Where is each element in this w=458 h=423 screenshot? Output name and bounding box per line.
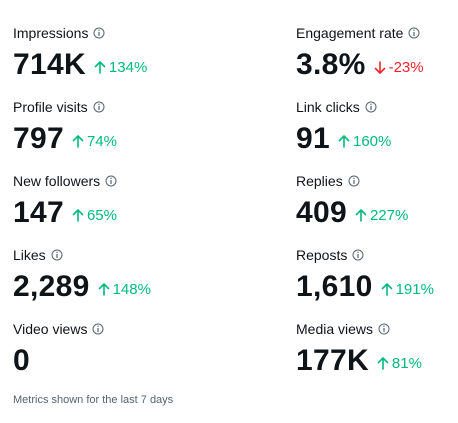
- info-icon[interactable]: [51, 249, 63, 261]
- info-icon[interactable]: [92, 323, 104, 335]
- label-text: Media views: [296, 321, 374, 337]
- change-text: 148%: [112, 281, 151, 298]
- arrow-up: [381, 283, 392, 296]
- label-text: Reposts: [296, 247, 348, 263]
- metric-label: Impressions: [13, 24, 273, 42]
- arrow-down: [374, 61, 385, 74]
- metric-value: 714K: [13, 48, 86, 81]
- metric-row: 177K 81%: [296, 344, 458, 378]
- change-text: 74%: [86, 133, 117, 150]
- change-text: -23%: [388, 59, 424, 76]
- info-icon[interactable]: [105, 175, 117, 187]
- metric-change: 134%: [94, 59, 147, 76]
- arrow-up: [377, 357, 389, 370]
- metric-change: 227%: [355, 207, 408, 224]
- metric-row: 409 227%: [296, 196, 458, 230]
- metric-change: 65%: [72, 207, 117, 224]
- info-icon[interactable]: [365, 101, 377, 113]
- metric-label: Reposts: [296, 246, 458, 264]
- metric-change: 81%: [377, 355, 422, 372]
- change-text: 191%: [395, 281, 434, 298]
- label-text: Video views: [13, 321, 88, 337]
- metric-value: 177K: [296, 344, 369, 377]
- change-text: 134%: [108, 59, 148, 76]
- metric-value: 1,610: [296, 270, 373, 303]
- info-icon[interactable]: [93, 101, 105, 113]
- label-text: New followers: [13, 173, 101, 189]
- metric: Link clicks 91 160%: [296, 98, 458, 156]
- metric: Profile visits 797 74%: [13, 98, 273, 156]
- label-text: Engagement rate: [296, 25, 404, 41]
- metric-row: 2,289 148%: [13, 270, 273, 304]
- change-text: 81%: [391, 355, 422, 372]
- metric: Replies 409 227%: [296, 172, 458, 230]
- metric-value: 91: [296, 122, 330, 155]
- metric: Impressions 714K 134%: [13, 24, 273, 82]
- metric-value: 409: [296, 196, 347, 229]
- metric-change: 148%: [98, 281, 151, 298]
- info-icon[interactable]: [348, 175, 360, 187]
- metric-value: 2,289: [13, 270, 90, 303]
- label-text: Replies: [296, 173, 343, 189]
- metric-row: 797 74%: [13, 122, 273, 156]
- metric-change: -23%: [374, 59, 424, 76]
- arrow-up: [355, 209, 367, 222]
- metric-value: 147: [13, 196, 64, 229]
- footer-note: Metrics shown for the last 7 days: [13, 394, 174, 406]
- metric-label: Media views: [296, 320, 458, 338]
- metric-label: Video views: [13, 320, 273, 338]
- label-text: Likes: [13, 247, 46, 263]
- metric-label: New followers: [13, 172, 273, 190]
- change-text: 227%: [369, 207, 409, 224]
- info-icon[interactable]: [93, 27, 105, 39]
- arrow-up: [72, 135, 84, 148]
- metric: Engagement rate 3.8% -23%: [296, 24, 458, 82]
- metric-row: 147 65%: [13, 196, 273, 230]
- metric: Reposts 1,610 191%: [296, 246, 458, 304]
- metric-row: 0: [13, 344, 273, 378]
- metric-value: 0: [13, 344, 30, 377]
- metric-change: 160%: [338, 133, 391, 150]
- metric-row: 1,610 191%: [296, 270, 458, 304]
- metric-value: 3.8%: [296, 48, 366, 81]
- label-text: Link clicks: [296, 99, 360, 115]
- metric: Likes 2,289 148%: [13, 246, 273, 304]
- metric-value: 797: [13, 122, 64, 155]
- metric-label: Profile visits: [13, 98, 273, 116]
- metric-change: 191%: [381, 281, 434, 298]
- info-icon[interactable]: [378, 323, 390, 335]
- metric: New followers 147 65%: [13, 172, 273, 230]
- metric-row: 3.8% -23%: [296, 48, 458, 82]
- metric-label: Replies: [296, 172, 458, 190]
- metric-label: Link clicks: [296, 98, 458, 116]
- arrow-up: [98, 283, 109, 296]
- info-icon[interactable]: [352, 249, 364, 261]
- metric: Media views 177K 81%: [296, 320, 458, 378]
- metric-label: Likes: [13, 246, 273, 264]
- metric: Video views 0: [13, 320, 273, 378]
- change-text: 160%: [352, 133, 392, 150]
- metric-row: 91 160%: [296, 122, 458, 156]
- metric-label: Engagement rate: [296, 24, 458, 42]
- change-text: 65%: [86, 207, 117, 224]
- arrow-up: [338, 135, 350, 148]
- metric-row: 714K 134%: [13, 48, 273, 82]
- label-text: Profile visits: [13, 99, 88, 115]
- label-text: Impressions: [13, 25, 89, 41]
- arrow-up: [72, 209, 84, 222]
- arrow-up: [94, 61, 106, 74]
- info-icon[interactable]: [408, 27, 420, 39]
- metric-change: 74%: [72, 133, 117, 150]
